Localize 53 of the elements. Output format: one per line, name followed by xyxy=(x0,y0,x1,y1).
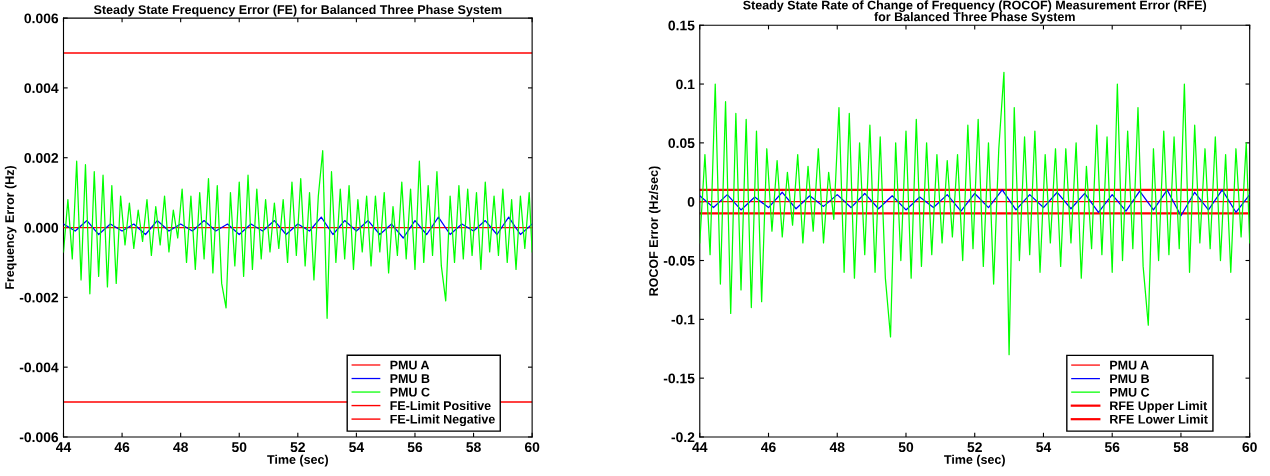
x-tick-label: 58 xyxy=(1173,442,1189,453)
line-series xyxy=(63,216,533,239)
x-tick-label: 46 xyxy=(761,442,776,453)
x-tick-label: 56 xyxy=(407,442,423,453)
line-series xyxy=(699,71,1250,356)
y-axis-title: ROCOF Error (Hz/sec) xyxy=(648,166,661,296)
line-series xyxy=(699,189,1250,217)
x-tick-label: 52 xyxy=(290,442,305,453)
x-tick-label: 54 xyxy=(349,442,365,453)
y-tick-label: -0.006 xyxy=(19,432,59,443)
y-tick-label: 0.002 xyxy=(24,153,59,163)
legend-label: PMU A xyxy=(390,360,430,370)
legend-label: PMU C xyxy=(1110,387,1150,397)
legend-label: PMU C xyxy=(390,387,430,397)
x-tick-label: 56 xyxy=(1104,442,1120,453)
line-series xyxy=(63,150,533,319)
x-tick-label: 60 xyxy=(524,442,540,453)
y-tick-label: -0.2 xyxy=(671,432,695,443)
x-tick-label: 52 xyxy=(967,442,982,453)
y-tick-label: -0.15 xyxy=(663,373,695,384)
x-tick-label: 58 xyxy=(466,442,481,453)
x-tick-label: 44 xyxy=(692,442,708,452)
legend-label: FE-Limit Positive xyxy=(390,400,491,411)
chart-title: Steady State Rate of Change of Frequency (ROCOF) Measurement Error (RFE) for Balanced Three Phase System xyxy=(743,0,1207,24)
legend-label: FE-Limit Negative xyxy=(390,414,495,427)
x-tick-label: 46 xyxy=(114,442,130,453)
legend-label: RFE Upper Limit xyxy=(1110,400,1208,413)
x-tick-label: 50 xyxy=(898,442,914,453)
chart-title: Steady State Frequency Error (FE) for Balanced Three Phase System xyxy=(93,4,502,17)
y-tick-label: -0.004 xyxy=(19,362,59,373)
x-tick-label: 48 xyxy=(173,442,188,453)
x-tick-label: 44 xyxy=(55,442,72,452)
y-tick-label: 0.004 xyxy=(24,83,59,94)
legend-label: PMU B xyxy=(1110,374,1150,384)
y-tick-label: 0.15 xyxy=(668,20,695,31)
y-tick-label: -0.05 xyxy=(663,255,695,266)
y-tick-label: -0.1 xyxy=(671,314,695,325)
y-axis-title: Frequency Error (Hz) xyxy=(4,165,17,289)
legend-label: RFE Lower Limit xyxy=(1110,414,1208,424)
y-tick-label: 0 xyxy=(687,197,695,207)
x-tick-label: 48 xyxy=(829,442,845,453)
legend-label: PMU A xyxy=(1110,360,1149,370)
y-tick-label: 0.05 xyxy=(668,138,695,149)
x-axis-title: Time (sec) xyxy=(944,454,1005,467)
y-tick-label: 0.1 xyxy=(676,79,695,90)
x-axis-title: Time (sec) xyxy=(267,454,328,467)
x-tick-label: 60 xyxy=(1242,442,1257,453)
legend-label: PMU B xyxy=(390,374,430,384)
x-tick-label: 54 xyxy=(1036,442,1052,453)
y-tick-label: 0.000 xyxy=(24,222,59,233)
y-tick-label: 0.006 xyxy=(24,13,59,24)
y-tick-label: -0.002 xyxy=(19,292,59,303)
x-tick-label: 50 xyxy=(231,442,247,453)
